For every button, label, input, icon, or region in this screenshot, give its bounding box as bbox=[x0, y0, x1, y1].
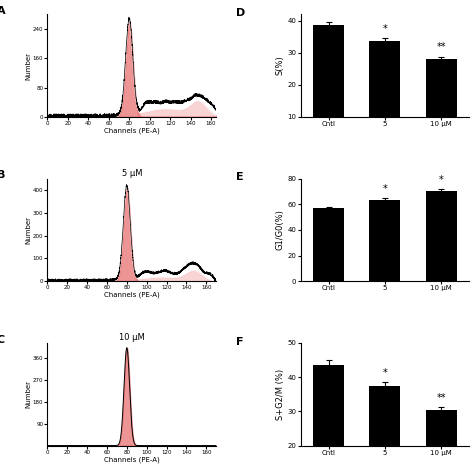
Text: D: D bbox=[237, 8, 246, 18]
Y-axis label: S+G2/M (%): S+G2/M (%) bbox=[275, 369, 284, 420]
Bar bbox=[313, 365, 344, 474]
Text: **: ** bbox=[437, 43, 446, 53]
Text: *: * bbox=[383, 24, 387, 34]
Y-axis label: S(%): S(%) bbox=[275, 56, 284, 75]
Text: *: * bbox=[439, 175, 444, 185]
Y-axis label: Number: Number bbox=[25, 52, 31, 80]
Bar bbox=[313, 208, 344, 281]
Y-axis label: Number: Number bbox=[25, 216, 31, 244]
Text: *: * bbox=[383, 368, 387, 378]
Y-axis label: G1/G0(%): G1/G0(%) bbox=[275, 210, 284, 250]
X-axis label: Channels (PE-A): Channels (PE-A) bbox=[104, 128, 160, 134]
X-axis label: Channels (PE-A): Channels (PE-A) bbox=[104, 456, 160, 463]
Text: C: C bbox=[0, 335, 5, 345]
Bar bbox=[426, 410, 456, 474]
Text: *: * bbox=[383, 184, 387, 194]
Title: 5 μM: 5 μM bbox=[121, 169, 142, 178]
Text: A: A bbox=[0, 6, 5, 16]
Bar bbox=[426, 59, 456, 149]
X-axis label: Channels (PE-A): Channels (PE-A) bbox=[104, 292, 160, 298]
Bar bbox=[313, 26, 344, 149]
Text: F: F bbox=[237, 337, 244, 346]
Text: E: E bbox=[237, 173, 244, 182]
Text: B: B bbox=[0, 170, 5, 180]
Bar bbox=[426, 191, 456, 281]
Bar bbox=[369, 42, 401, 149]
Bar bbox=[369, 386, 401, 474]
Title: 10 μM: 10 μM bbox=[119, 333, 145, 342]
Text: **: ** bbox=[437, 393, 446, 403]
Bar bbox=[369, 201, 401, 281]
Y-axis label: Number: Number bbox=[25, 380, 31, 408]
